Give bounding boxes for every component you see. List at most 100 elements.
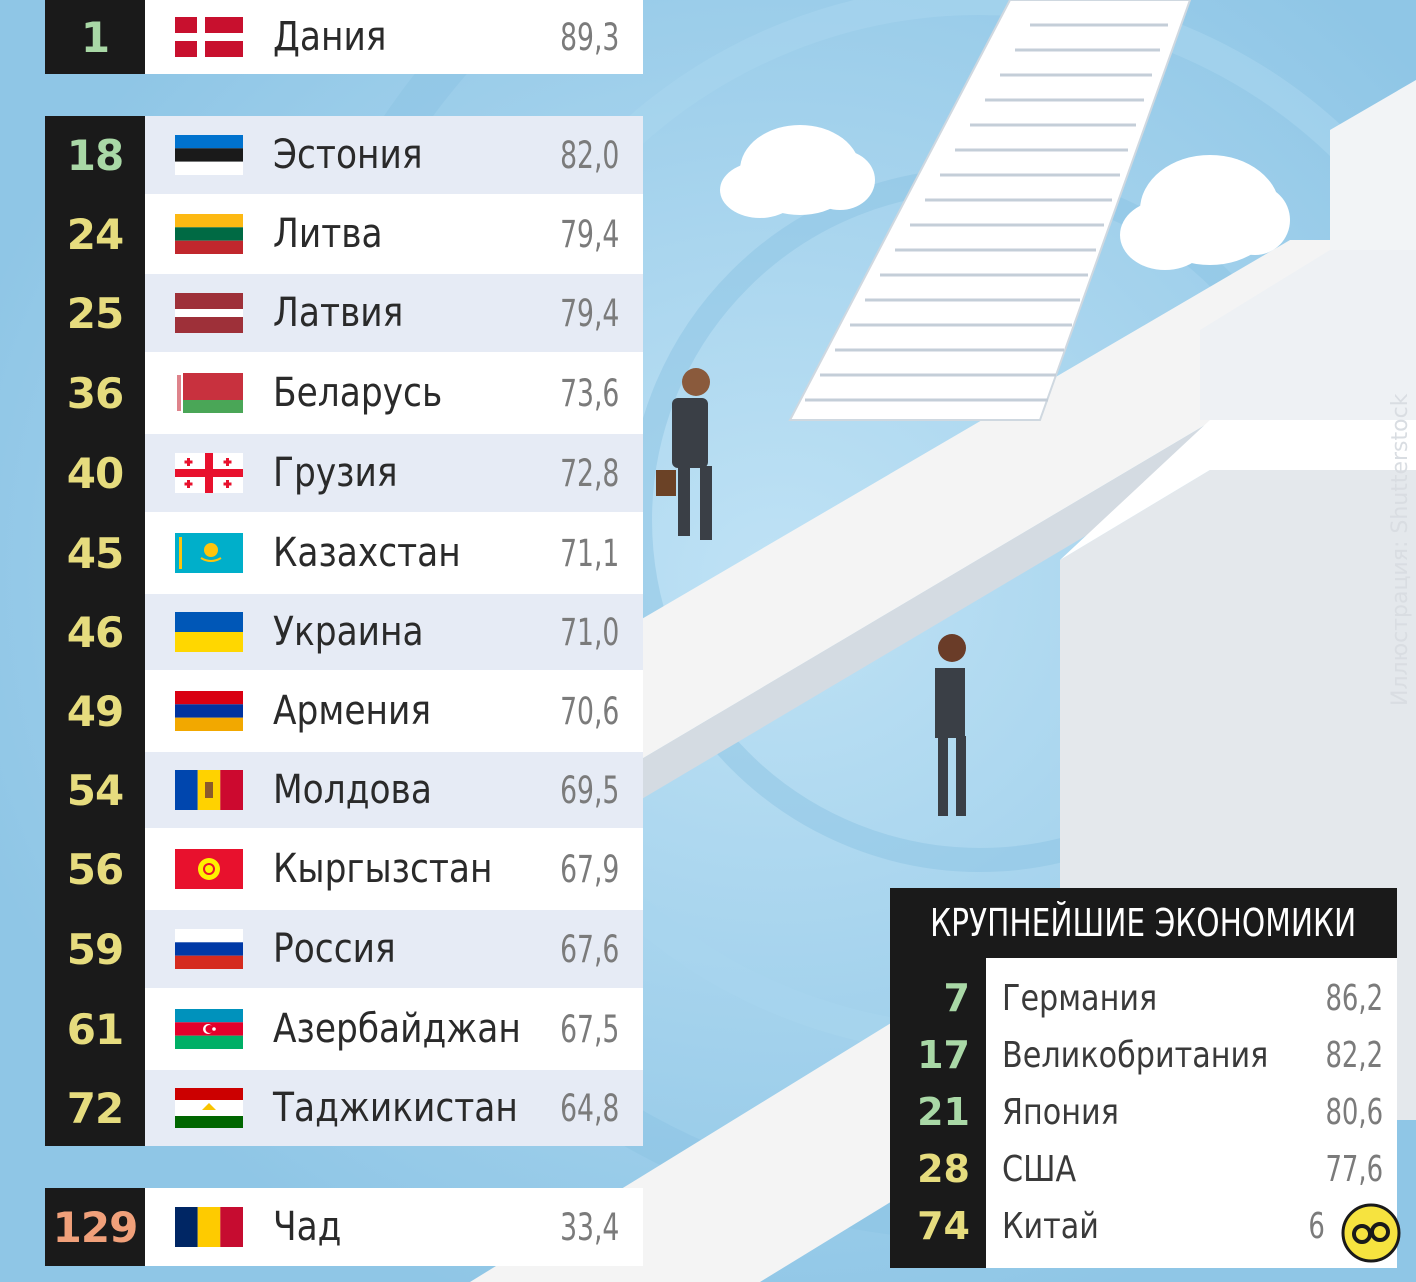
flag-ukraine-icon [175, 612, 243, 652]
country-cell: Дания 89,3 [145, 0, 643, 74]
rank-number: 7 [943, 976, 970, 1020]
country-cell: Грузия 72,8 [145, 434, 643, 512]
score-value: 77,6 [1325, 1149, 1383, 1190]
ranking-row: 40 Грузия 72,8 [45, 434, 643, 512]
country-name: Великобритания [1002, 1035, 1269, 1076]
rank-number: 25 [45, 274, 145, 352]
score-value: 79,4 [559, 291, 619, 335]
score-value: 89,3 [559, 15, 619, 59]
largest-economies-panel: КРУПНЕЙШИЕ ЭКОНОМИКИ 7 Германия 86,2 17 Вели… [890, 888, 1397, 1268]
score-value: 71,1 [559, 531, 619, 575]
ranking-row: 24 Литва 79,4 [45, 194, 643, 274]
flag-azerbaijan-icon [175, 1009, 243, 1049]
country-cell: Беларусь 73,6 [145, 352, 643, 434]
country-name: Беларусь [273, 370, 443, 416]
flag-chad-icon [175, 1207, 243, 1247]
panel-title: КРУПНЕЙШИЕ ЭКОНОМИКИ [930, 901, 1357, 945]
score-value: 67,6 [559, 927, 619, 971]
rank-number: 28 [917, 1147, 970, 1191]
flag-belarus-icon [175, 373, 243, 413]
score-value: 82,0 [559, 133, 619, 177]
flag-kyrgyzstan-icon [175, 849, 243, 889]
country-cell: Латвия 79,4 [145, 274, 643, 352]
country-name: Азербайджан [273, 1006, 521, 1052]
rank-number: 59 [45, 910, 145, 988]
economy-row: 28 США 77,6 [890, 1141, 1397, 1198]
flag-moldova-icon [175, 770, 243, 810]
country-cell: Казахстан 71,1 [145, 512, 643, 594]
ranking-row: 54 Молдова 69,5 [45, 752, 643, 828]
ranking-row: 46 Украина 71,0 [45, 594, 643, 670]
flag-georgia-icon [175, 453, 243, 493]
rank-number: 74 [917, 1204, 970, 1248]
rank-number: 45 [45, 512, 145, 594]
flag-kazakhstan-icon [175, 533, 243, 573]
score-value: 73,6 [559, 371, 619, 415]
score-value: 71,0 [559, 610, 619, 654]
country-cell: Россия 67,6 [145, 910, 643, 988]
ranking-row: 1 Дания 89,3 [45, 0, 643, 74]
country-name: Китай [1002, 1206, 1099, 1247]
score-value: 33,4 [559, 1205, 619, 1249]
ranking-row: 36 Беларусь 73,6 [45, 352, 643, 434]
country-name: Россия [273, 926, 396, 972]
country-cell: Украина 71,0 [145, 594, 643, 670]
flag-armenia-icon [175, 691, 243, 731]
ranking-row: 72 Таджикистан 64,8 [45, 1070, 643, 1146]
rank-number: 46 [45, 594, 145, 670]
rank-number: 21 [917, 1090, 970, 1134]
country-name: Таджикистан [273, 1085, 518, 1131]
ranking-row: 45 Казахстан 71,1 [45, 512, 643, 594]
flag-tajikistan-icon [175, 1088, 243, 1128]
country-cell: Литва 79,4 [145, 194, 643, 274]
country-name: США [1002, 1149, 1077, 1190]
ranking-row: 25 Латвия 79,4 [45, 274, 643, 352]
country-cell: Азербайджан 67,5 [145, 988, 643, 1070]
ranking-row: 18 Эстония 82,0 [45, 116, 643, 194]
economy-row: 74 Китай 6 [890, 1198, 1397, 1255]
country-name: Дания [273, 14, 387, 60]
flag-estonia-icon [175, 135, 243, 175]
flag-denmark-icon [175, 17, 243, 57]
country-name: Германия [1002, 978, 1158, 1019]
rank-number: 40 [45, 434, 145, 512]
score-value: 70,6 [559, 689, 619, 733]
score-value: 72,8 [559, 451, 619, 495]
flag-lithuania-icon [175, 214, 243, 254]
score-value: 67,5 [559, 1007, 619, 1051]
country-name: Эстония [273, 132, 423, 178]
rank-number: 61 [45, 988, 145, 1070]
country-name: Молдова [273, 767, 432, 813]
ranking-row: 49 Армения 70,6 [45, 670, 643, 752]
country-name: Чад [273, 1204, 342, 1250]
country-name: Япония [1002, 1092, 1119, 1133]
country-name: Армения [273, 688, 432, 734]
country-name: Украина [273, 609, 424, 655]
score-value: 79,4 [559, 212, 619, 256]
ranking-row: 59 Россия 67,6 [45, 910, 643, 988]
ranking-row: 129 Чад 33,4 [45, 1188, 643, 1266]
rank-number: 18 [45, 116, 145, 194]
rank-number: 36 [45, 352, 145, 434]
score-value: 67,9 [559, 847, 619, 891]
rank-number: 54 [45, 752, 145, 828]
country-cell: Таджикистан 64,8 [145, 1070, 643, 1146]
score-value: 69,5 [559, 768, 619, 812]
logo-badge-icon [1341, 1203, 1401, 1263]
rank-number: 17 [917, 1033, 970, 1077]
rank-number: 49 [45, 670, 145, 752]
country-name: Казахстан [273, 530, 461, 576]
country-cell: Армения 70,6 [145, 670, 643, 752]
economy-row: 7 Германия 86,2 [890, 970, 1397, 1027]
country-cell: Молдова 69,5 [145, 752, 643, 828]
ranking-row: 61 Азербайджан 67,5 [45, 988, 643, 1070]
flag-russia-icon [175, 929, 243, 969]
rank-number: 72 [45, 1070, 145, 1146]
country-cell: Чад 33,4 [145, 1188, 643, 1266]
ranking-row: 56 Кыргызстан 67,9 [45, 828, 643, 910]
country-cell: Кыргызстан 67,9 [145, 828, 643, 910]
flag-latvia-icon [175, 293, 243, 333]
rank-number: 24 [45, 194, 145, 274]
rank-number: 56 [45, 828, 145, 910]
score-value: 80,6 [1325, 1092, 1383, 1133]
